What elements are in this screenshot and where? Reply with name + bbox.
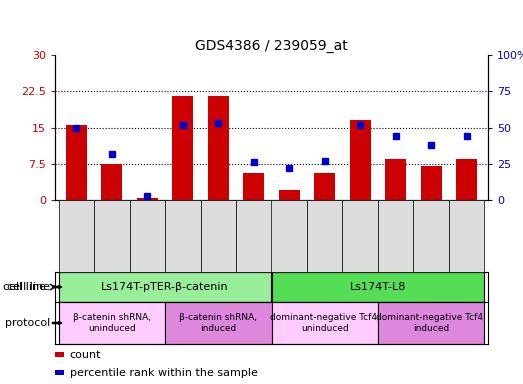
- Text: count: count: [70, 350, 101, 360]
- Bar: [172, 96, 194, 200]
- Bar: [137, 198, 158, 200]
- Text: percentile rank within the sample: percentile rank within the sample: [70, 367, 257, 377]
- Bar: [385, 159, 406, 200]
- Bar: [59, 272, 271, 302]
- Bar: [456, 159, 477, 200]
- Text: Ls174T-pTER-β-catenin: Ls174T-pTER-β-catenin: [101, 282, 229, 292]
- Text: Ls174T-L8: Ls174T-L8: [350, 282, 406, 292]
- Bar: [165, 302, 271, 344]
- Text: β-catenin shRNA,
uninduced: β-catenin shRNA, uninduced: [73, 313, 151, 333]
- Text: cell line: cell line: [7, 282, 50, 292]
- Bar: [378, 302, 484, 344]
- Bar: [243, 174, 265, 200]
- Bar: [271, 272, 484, 302]
- Bar: [420, 166, 442, 200]
- Bar: [66, 125, 87, 200]
- Bar: [314, 174, 335, 200]
- Bar: [349, 120, 371, 200]
- Text: cell line: cell line: [3, 282, 47, 292]
- Text: protocol: protocol: [5, 318, 50, 328]
- Bar: [208, 96, 229, 200]
- Text: dominant-negative Tcf4,
induced: dominant-negative Tcf4, induced: [377, 313, 486, 333]
- Bar: [59, 302, 165, 344]
- Text: dominant-negative Tcf4,
uninduced: dominant-negative Tcf4, uninduced: [270, 313, 380, 333]
- Bar: [101, 164, 122, 200]
- Text: β-catenin shRNA,
induced: β-catenin shRNA, induced: [179, 313, 257, 333]
- Bar: [279, 190, 300, 200]
- Bar: [271, 302, 378, 344]
- Title: GDS4386 / 239059_at: GDS4386 / 239059_at: [195, 38, 348, 53]
